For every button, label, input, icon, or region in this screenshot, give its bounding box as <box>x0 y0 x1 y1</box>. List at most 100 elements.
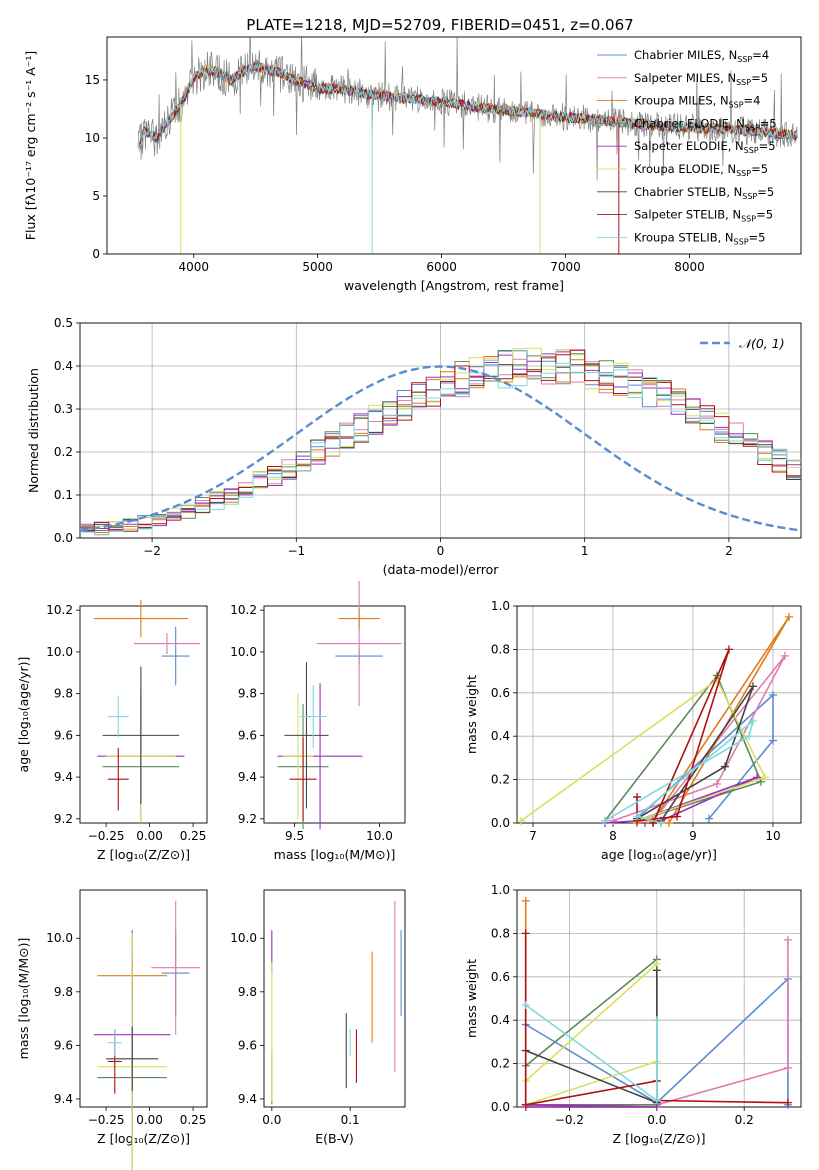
y-tick-label: 9.4 <box>54 770 73 784</box>
y-tick-label: 9.4 <box>238 770 257 784</box>
x-axis-label: Z [log₁₀(Z/Z⊙)] <box>97 847 190 862</box>
x-tick-label: 10.0 <box>366 829 393 843</box>
x-tick-label: 0.2 <box>735 1113 754 1127</box>
marker-kroupa_miles <box>785 612 793 621</box>
x-axis-label: E(B-V) <box>315 1131 354 1146</box>
x-tick-label: 0 <box>437 544 445 558</box>
marker-salpeter_miles <box>713 779 721 788</box>
y-tick-label: 0.0 <box>491 1100 510 1114</box>
mass_vs_z-panel: −0.25 0.00 0.25 9.4 9.6 9.8 10.0 Z [log₁₀(Z/Z⊙)… <box>16 889 208 1170</box>
axes-frame <box>516 605 802 824</box>
x-tick-label: 0.0 <box>647 1113 666 1127</box>
legend-label-kroupa_stelib: Kroupa STELIB, NSSP=5 <box>634 230 765 246</box>
x-tick-label: 7 <box>529 829 537 843</box>
x-tick-label: 1 <box>581 544 589 558</box>
model-spectrum-kroupa_stelib <box>138 62 797 151</box>
y-tick-label: 10.2 <box>230 603 257 617</box>
marker-salpeter_stelib <box>783 1098 792 1107</box>
y-tick-label: 9.2 <box>238 812 257 826</box>
x-tick-label: −2 <box>143 544 161 558</box>
y-tick-label: 0.5 <box>54 316 73 330</box>
y-tick-label: 1.0 <box>491 883 510 897</box>
x-axis-label: age [log₁₀(age/yr)] <box>601 847 717 862</box>
marker-kroupa_stelib <box>652 1016 661 1025</box>
histogram-kroupa_stelib <box>80 359 801 536</box>
y-tick-label: 9.6 <box>238 728 257 742</box>
marker-kroupa_miles <box>665 819 673 827</box>
y-tick-label: 0.0 <box>54 531 73 545</box>
histogram-chabrier_stelib <box>80 357 801 531</box>
x-axis-label: mass [log₁₀(M/M⊙)] <box>274 847 396 862</box>
legend-label-kroupa_elodie: Kroupa ELODIE, NSSP=5 <box>634 162 768 178</box>
massweight_vs_age-panel: 7 8 9 10 0.0 0.2 0.4 0.6 0.8 1.0 age [log₁₀(age/yr… <box>464 599 802 862</box>
age_vs_mass-panel: 9.5 10.0 9.2 9.4 9.6 9.8 10.0 10.2 mass [log₁₀(M… <box>230 580 406 862</box>
y-tick-label: 0 <box>92 247 100 261</box>
marker-salpeter_miles <box>783 935 792 944</box>
x-tick-label: 4000 <box>178 260 209 274</box>
marker-chabrier_miles <box>769 690 777 699</box>
marker-kroupa_stelib <box>633 812 641 821</box>
marker-chabrier_miles <box>705 814 713 823</box>
age_vs_z-panel: −0.25 0.00 0.25 9.2 9.4 9.6 9.8 10.0 10.2 Z [log₁… <box>16 599 208 862</box>
y-tick-label: 0.8 <box>491 642 510 656</box>
gaussian-curve <box>79 365 802 532</box>
x-tick-label: −0.25 <box>88 829 125 843</box>
legend-label-gaussian: 𝒩(0, 1) <box>739 336 785 351</box>
y-tick-label: 0.4 <box>491 1013 510 1027</box>
x-tick-label: 9.5 <box>285 829 304 843</box>
x-tick-label: 8000 <box>674 260 705 274</box>
y-tick-label: 5 <box>92 189 100 203</box>
x-tick-label: 2 <box>725 544 733 558</box>
marker-salpeter_stelib <box>633 792 641 801</box>
y-tick-label: 9.6 <box>238 1038 257 1052</box>
marker-salpeter_miles <box>783 1063 792 1072</box>
marker-chabrier_miles <box>769 736 777 745</box>
marker-kroupa_stelib <box>521 1001 530 1010</box>
y-tick-label: 10.0 <box>230 931 257 945</box>
y-tick-label: 0.3 <box>54 402 73 416</box>
line-kroupa_elodie <box>520 678 767 824</box>
massweight_vs_z-panel: −0.2 0.0 0.2 0.0 0.2 0.4 0.6 0.8 1.0 Z [log₁₀(Z/Z… <box>464 883 802 1146</box>
marker-salpeter_miles <box>781 651 789 660</box>
y-tick-label: 9.8 <box>238 985 257 999</box>
y-tick-label: 0.2 <box>491 773 510 787</box>
marker-kroupa_stelib <box>749 717 757 726</box>
axes-frame <box>516 889 802 1108</box>
y-tick-label: 0.1 <box>54 488 73 502</box>
x-tick-label: 10 <box>765 829 780 843</box>
y-tick-label: 0.6 <box>491 686 510 700</box>
marker-chabrier_stelib <box>652 966 661 975</box>
y-tick-label: 10.0 <box>46 645 73 659</box>
y-tick-label: 0.6 <box>491 970 510 984</box>
spectrum-legend: Chabrier MILES, NSSP=4 Salpeter MILES, NS… <box>597 48 777 246</box>
x-axis-label: Z [log₁₀(Z/Z⊙)] <box>613 1131 706 1146</box>
spectrum-panel: 4000 5000 6000 7000 8000 0 5 10 15 wavelength [An… <box>23 36 802 293</box>
y-tick-label: 9.8 <box>54 687 73 701</box>
x-tick-label: 0.00 <box>136 1113 163 1127</box>
x-tick-label: −0.2 <box>555 1113 584 1127</box>
x-tick-label: −0.25 <box>88 1113 125 1127</box>
y-tick-label: 9.4 <box>238 1092 257 1106</box>
x-tick-label: 9 <box>689 829 697 843</box>
line-kroupa_elodie <box>525 962 658 1106</box>
legend-label-kroupa_miles: Kroupa MILES, NSSP=4 <box>634 94 760 110</box>
x-tick-label: 5000 <box>302 260 333 274</box>
x-axis-label: (data-model)/error <box>383 562 500 577</box>
x-tick-label: 0.25 <box>180 1113 207 1127</box>
x-tick-label: 7000 <box>550 260 581 274</box>
marker-salpeter_miles <box>609 816 617 825</box>
marker-kroupa_stelib <box>601 816 609 825</box>
x-axis-label: Z [log₁₀(Z/Z⊙)] <box>97 1131 190 1146</box>
marker-salpeter_stelib <box>521 929 530 938</box>
line-chabrier_elodie <box>604 673 763 824</box>
legend-label-salpeter_miles: Salpeter MILES, NSSP=5 <box>634 71 768 87</box>
legend-label-chabrier_miles: Chabrier MILES, NSSP=4 <box>634 48 769 64</box>
y-axis-label: mass weight <box>464 675 479 754</box>
x-tick-label: −1 <box>287 544 305 558</box>
legend-label-salpeter_stelib: Salpeter STELIB, NSSP=5 <box>634 208 773 224</box>
marker-salpeter_stelib <box>521 1100 530 1109</box>
y-tick-label: 10.0 <box>230 645 257 659</box>
y-tick-label: 0.0 <box>491 816 510 830</box>
